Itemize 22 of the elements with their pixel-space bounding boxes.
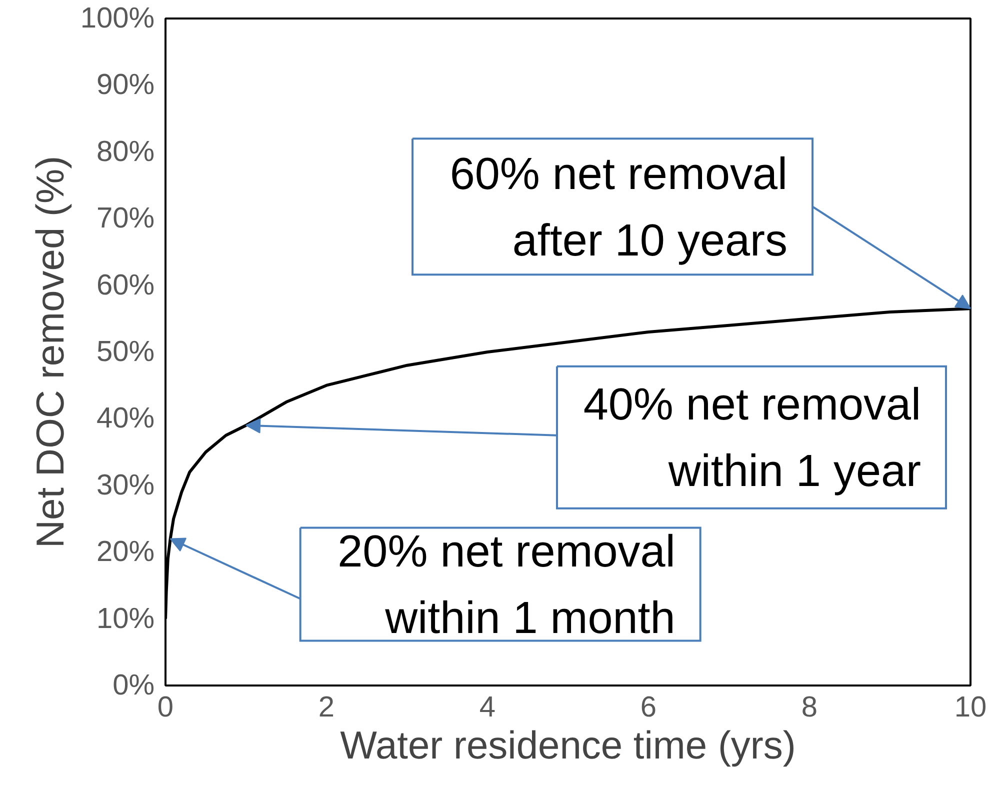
y-tick-label: 40%: [96, 402, 155, 435]
y-tick-label: 80%: [96, 136, 155, 168]
x-tick-label: 0: [157, 692, 174, 724]
annotation: 60% net removal after 10 years: [450, 148, 788, 266]
y-tick-label: 20%: [96, 536, 155, 568]
y-tick-label: 70%: [96, 202, 155, 235]
x-tick-label: 10: [954, 692, 987, 724]
x-tick-label: 8: [801, 692, 818, 724]
y-tick-label: 60%: [96, 269, 155, 302]
y-tick-label: 50%: [96, 336, 155, 368]
y-tick-label: 90%: [96, 69, 155, 102]
y-tick-label: 100%: [80, 2, 154, 34]
x-axis-title: Water residence time (yrs): [340, 724, 796, 768]
x-tick-label: 2: [318, 692, 335, 724]
annotation: 40% net removal within 1 year: [583, 378, 922, 496]
x-tick-label: 4: [479, 692, 496, 724]
x-tick-label: 6: [640, 692, 657, 724]
y-tick-label: 30%: [96, 469, 155, 502]
annotation: 20% net removal within 1 month: [338, 526, 676, 643]
y-tick-label: 0%: [112, 670, 155, 702]
y-axis-title: Net DOC removed (%): [29, 156, 72, 548]
y-tick-label: 10%: [96, 602, 155, 635]
